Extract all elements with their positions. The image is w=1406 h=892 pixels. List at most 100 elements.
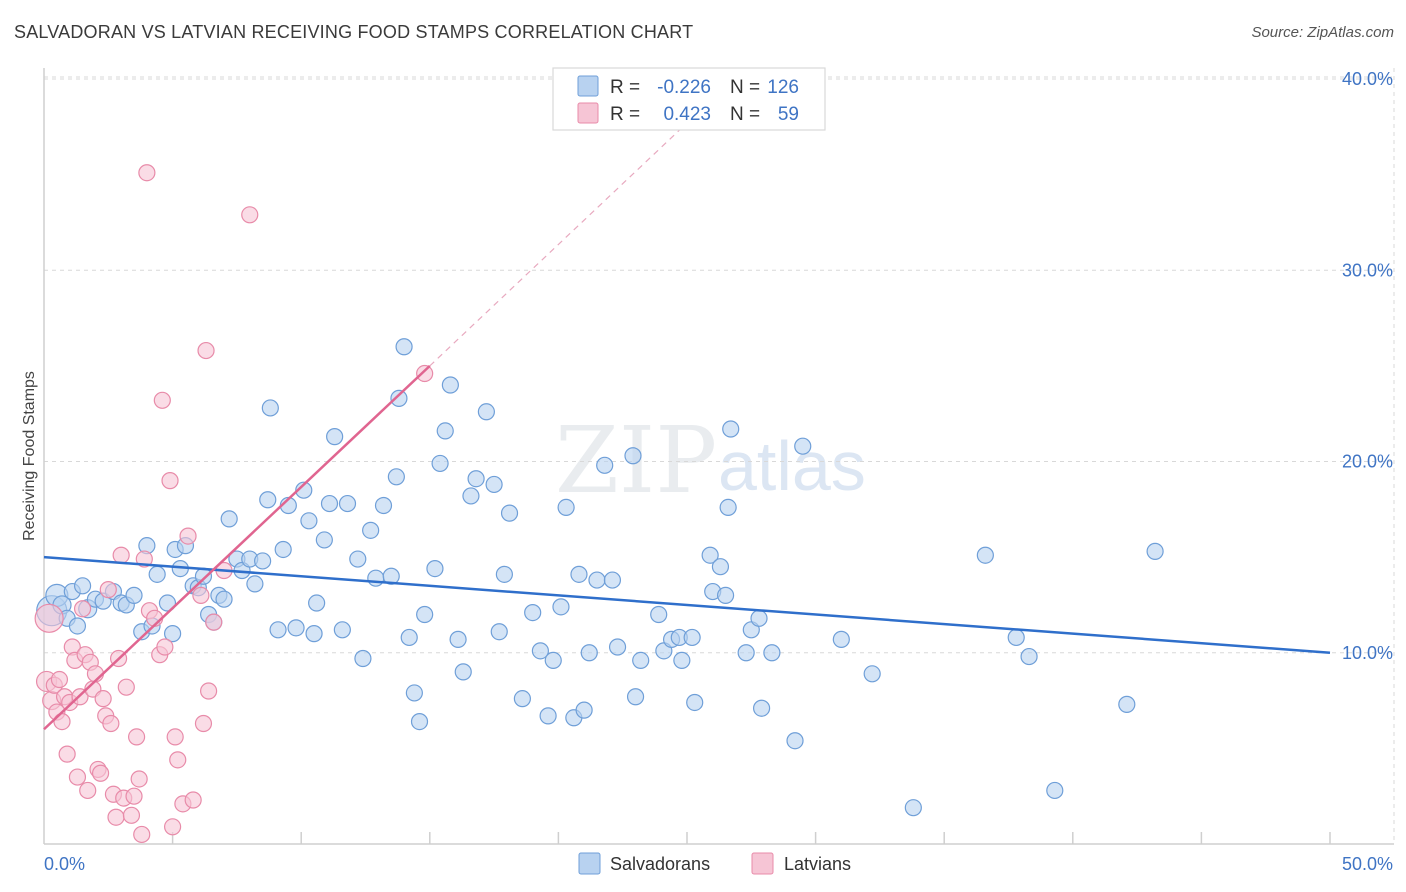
source-credit: Source: ZipAtlas.com — [1251, 24, 1394, 41]
latvian-point-1 — [34, 603, 64, 633]
salvadoran-point-90 — [603, 571, 622, 589]
correlation-legend: R = -0.226 N = 126 R = 0.423 N = 59 — [552, 67, 826, 131]
salvadoran-point-95 — [650, 605, 668, 624]
salvadoran-point-110 — [750, 609, 768, 627]
salvadoran-point-18 — [158, 594, 177, 612]
salvadoran-point-19 — [164, 625, 182, 643]
latvian-point-25 — [102, 714, 120, 733]
latvian-point-38 — [138, 164, 156, 182]
series-legend: Salvadorans Latvians — [578, 852, 851, 875]
salvadoran-point-88 — [588, 571, 606, 589]
legend-r-value-latvians: 0.423 — [663, 104, 711, 125]
salvadoran-point-17 — [148, 565, 166, 583]
salvadoran-point-44 — [305, 625, 323, 643]
salvadoran-point-30 — [220, 510, 238, 528]
salvadoran-point-92 — [624, 447, 642, 465]
salvadoran-point-79 — [531, 642, 549, 660]
salvadoran-point-73 — [485, 475, 503, 494]
salvadoran-point-55 — [374, 496, 393, 515]
salvadoran-point-35 — [254, 552, 272, 570]
latvian-point-31 — [117, 678, 135, 696]
salvadoran-point-94 — [632, 651, 650, 670]
latvian-point-52 — [194, 714, 213, 733]
salvadoran-point-39 — [274, 540, 292, 559]
legend-swatch-latvians — [577, 102, 599, 124]
latvian-point-55 — [205, 613, 223, 631]
latvian-point-45 — [164, 818, 182, 836]
salvadoran-point-57 — [387, 468, 405, 486]
salvadoran-point-107 — [722, 420, 740, 438]
latvian-points — [34, 164, 434, 844]
salvadoran-point-118 — [976, 546, 994, 564]
bottom-legend-label-latvians: Latvians — [784, 854, 851, 874]
salvadoran-points — [36, 338, 1164, 817]
salvadoran-point-54 — [367, 569, 385, 587]
salvadoran-point-71 — [467, 470, 485, 488]
salvadoran-point-106 — [719, 498, 737, 516]
latvian-point-51 — [192, 586, 210, 604]
salvadoran-point-114 — [794, 437, 812, 455]
latvian-point-57 — [241, 206, 259, 224]
x-tick-label-max: 50.0% — [1342, 854, 1393, 874]
bottom-legend-swatch-salvadorans — [578, 852, 601, 875]
legend-r-label-salvadorans: R = — [610, 77, 640, 98]
y-tick-label-10: 10.0% — [1342, 643, 1393, 663]
salvadoran-trend-line — [43, 555, 1331, 654]
latvian-point-14 — [73, 600, 92, 618]
salvadoran-point-91 — [608, 638, 627, 656]
salvadoran-point-48 — [326, 428, 344, 446]
salvadoran-point-42 — [295, 481, 313, 499]
latvian-trend-line — [43, 364, 431, 731]
salvadoran-point-45 — [308, 594, 326, 612]
salvadoran-point-47 — [320, 494, 339, 513]
latvian-point-29 — [112, 546, 130, 564]
salvadoran-point-122 — [1118, 695, 1136, 713]
legend-n-label-salvadorans: N = — [730, 77, 760, 98]
latvian-point-32 — [122, 806, 141, 824]
watermark-atlas: atlas — [718, 427, 866, 505]
salvadoran-point-86 — [575, 701, 593, 719]
salvadoran-point-77 — [513, 690, 531, 708]
salvadoran-point-46 — [315, 531, 333, 549]
salvadoran-point-62 — [410, 712, 429, 731]
salvadoran-point-6 — [73, 577, 92, 595]
salvadoran-point-52 — [354, 649, 372, 668]
legend-swatch-salvadorans — [577, 75, 599, 97]
salvadoran-point-34 — [246, 575, 264, 593]
salvadoran-point-60 — [400, 628, 418, 647]
latvian-point-49 — [179, 527, 197, 545]
salvadoran-point-58 — [390, 389, 408, 407]
salvadoran-point-74 — [490, 623, 508, 641]
latvian-point-36 — [133, 825, 151, 844]
salvadoran-point-83 — [557, 498, 575, 516]
latvian-point-58 — [416, 364, 434, 383]
salvadoran-point-104 — [711, 558, 730, 576]
salvadoran-point-61 — [405, 684, 423, 702]
salvadoran-point-53 — [362, 521, 380, 539]
salvadoran-point-76 — [500, 504, 519, 522]
salvadoran-point-111 — [752, 699, 771, 717]
latvian-point-35 — [130, 770, 148, 788]
salvadoran-point-37 — [261, 399, 279, 417]
legend-n-value-salvadorans: 126 — [767, 77, 799, 98]
salvadoran-point-105 — [716, 586, 735, 604]
x-tick-label-min: 0.0% — [44, 854, 85, 874]
salvadoran-point-123 — [1146, 542, 1164, 560]
bottom-legend-label-salvadorans: Salvadorans — [610, 854, 710, 874]
salvadoran-point-80 — [539, 707, 557, 725]
salvadoran-point-70 — [462, 487, 480, 505]
latvian-point-53 — [197, 341, 215, 360]
latvian-point-44 — [161, 472, 179, 490]
y-tick-label-40: 40.0% — [1342, 69, 1393, 89]
latvian-trend-extension — [429, 122, 688, 367]
latvian-point-50 — [184, 791, 202, 809]
salvadoran-point-59 — [395, 338, 413, 356]
salvadoran-point-99 — [673, 651, 691, 670]
salvadoran-point-13 — [125, 586, 143, 604]
salvadoran-point-68 — [449, 630, 467, 648]
salvadoran-point-81 — [544, 651, 562, 670]
bottom-legend-swatch-latvians — [751, 852, 774, 875]
latvian-point-33 — [125, 787, 143, 805]
salvadoran-point-38 — [269, 621, 287, 639]
latvian-point-24 — [99, 581, 117, 599]
